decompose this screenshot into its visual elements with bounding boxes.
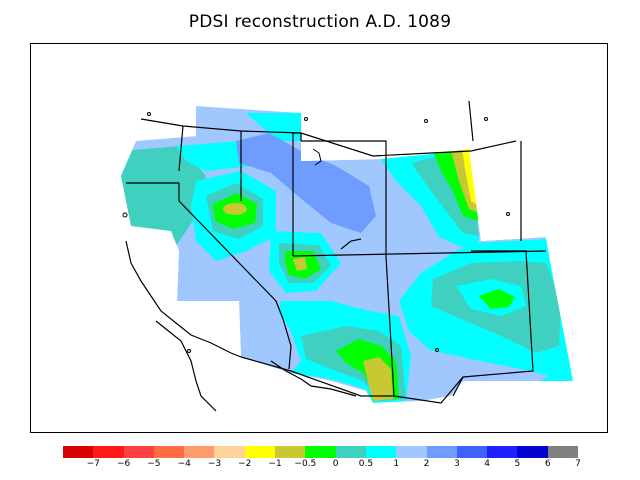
map-title: PDSI reconstruction A.D. 1089 — [188, 12, 452, 32]
colorbar-tick-label: 0.5 — [358, 459, 374, 469]
lake-loop — [340, 238, 362, 250]
colorbar-swatch — [63, 446, 94, 458]
colorbar-swatch — [305, 446, 336, 458]
colorbar-swatch — [487, 446, 518, 458]
state-line-wa-id — [178, 125, 184, 172]
mexico-border-east — [393, 376, 464, 404]
colorbar-tick-label: −7 — [86, 459, 100, 469]
colorbar-tick-label: −2 — [238, 459, 252, 469]
colorbar-swatch — [547, 446, 579, 458]
colorbar-tick-label: −1 — [268, 459, 282, 469]
colorbar-swatch — [426, 446, 457, 458]
colorbar-tick-label: −5 — [147, 459, 161, 469]
colorbar-tick-label: 1 — [393, 459, 400, 469]
boundary-lines — [125, 100, 547, 412]
colorbar-swatch — [335, 446, 366, 458]
state-line-nm-tx — [452, 250, 534, 397]
pdsi-region-lightblue-nm-south — [411, 346, 549, 386]
colorbar-swatch — [123, 446, 154, 458]
colorbar-swatch — [365, 446, 397, 458]
pdsi-region-cyan-n — [246, 113, 301, 141]
pdsi-region-blue-core — [236, 133, 376, 233]
small-lakes — [122, 112, 510, 353]
colorbar-tick-label: −4 — [177, 459, 191, 469]
colorbar-swatch — [153, 446, 185, 458]
pdsi-region-green-nm — [479, 289, 515, 309]
colorbar-tick-label: 7 — [575, 459, 581, 469]
colorbar-swatch — [93, 446, 124, 458]
state-line-id-wy — [293, 132, 302, 141]
state-line-az-west — [282, 318, 292, 370]
gulf-coast — [270, 360, 357, 397]
state-line-az-nm — [385, 255, 395, 397]
pdsi-map — [31, 44, 607, 432]
colorbar-tick-label: −0.5 — [294, 459, 317, 469]
colorbar-labels: −7 −6 −5 −4 −3 −2 −1 −0.5 0 0.5 1 2 3 4 5 6 7 — [63, 459, 581, 473]
colorbar-swatch — [244, 446, 276, 458]
colorbar-tick-label: −6 — [116, 459, 131, 469]
ocean-cutout — [31, 44, 607, 432]
colorbar-tick-label: 0 — [332, 459, 339, 469]
canada-border — [140, 118, 517, 157]
pdsi-region-olive-nevada — [223, 203, 247, 215]
colorbar-tick-label: 2 — [423, 459, 430, 469]
outside-region-e — [471, 101, 546, 241]
colorbar-swatch — [456, 446, 488, 458]
state-line-ca-nv — [178, 183, 284, 320]
colorbar-swatch — [184, 446, 215, 458]
colorbar-tick-label: 3 — [453, 459, 460, 469]
pdsi-region-olive-utah — [293, 257, 307, 271]
pdsi-region-lightblue-az — [241, 301, 301, 373]
canada-border-ne — [468, 100, 474, 142]
pdsi-region-olive-az — [363, 357, 393, 401]
colorbar-tick-label: 6 — [544, 459, 551, 469]
california-coast — [125, 240, 242, 358]
colorbar-swatch — [517, 446, 548, 458]
colorbar-tick-label: −3 — [207, 459, 222, 469]
colorbar-swatch — [396, 446, 427, 458]
colorbar-tick-label: 4 — [484, 459, 490, 469]
colorbar — [63, 446, 579, 458]
state-line-co-nm — [292, 250, 547, 257]
colorbar-swatch — [275, 446, 306, 458]
outside-region-ne — [301, 113, 381, 161]
map-panel — [30, 43, 608, 433]
state-line-wy-co — [301, 140, 387, 256]
state-line-az-south — [290, 370, 394, 397]
colorbar-swatch — [214, 446, 245, 458]
pdsi-region-cyan-nw — [176, 141, 251, 171]
colorbar-tick-label: 5 — [514, 459, 521, 469]
baja-coast — [155, 320, 217, 412]
